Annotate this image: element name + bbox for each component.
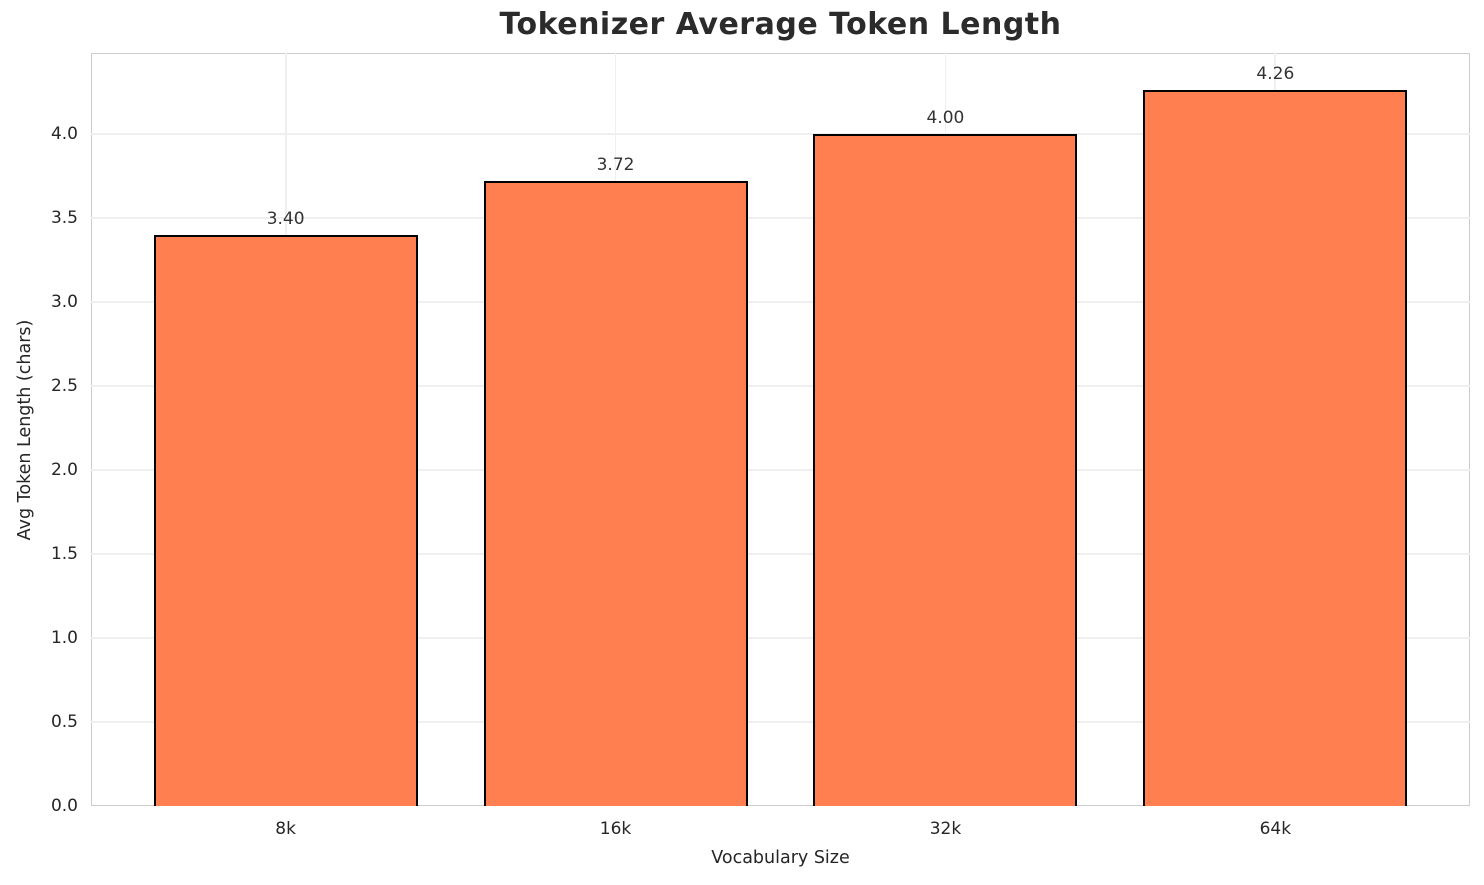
gridline-horizontal xyxy=(91,721,1470,723)
x-tick-label: 16k xyxy=(599,819,632,839)
y-tick-label: 2.0 xyxy=(50,459,78,480)
y-tick-label: 3.0 xyxy=(50,291,78,312)
x-tick-label: 32k xyxy=(929,819,962,839)
y-tick-label: 1.0 xyxy=(50,627,78,648)
bar xyxy=(153,234,418,806)
y-tick-label: 2.5 xyxy=(50,375,78,396)
bar xyxy=(813,133,1078,806)
bar-value-label: 3.40 xyxy=(266,208,305,229)
gridline-horizontal xyxy=(91,300,1470,303)
x-tick-label: 8k xyxy=(275,819,296,839)
bar xyxy=(1143,89,1408,806)
bar-value-label: 4.00 xyxy=(926,107,965,128)
gridline-horizontal xyxy=(91,637,1470,639)
y-tick-label: 4.0 xyxy=(50,123,78,144)
gridline-horizontal xyxy=(91,468,1470,471)
gridline-horizontal xyxy=(91,216,1470,219)
bar-value-label: 3.72 xyxy=(596,154,635,175)
bar-value-label: 4.26 xyxy=(1256,63,1295,84)
chart-title: Tokenizer Average Token Length xyxy=(499,7,1062,42)
y-tick-label: 3.5 xyxy=(50,207,78,228)
gridline-horizontal xyxy=(91,552,1470,555)
bar xyxy=(483,180,748,806)
y-tick-label: 0.5 xyxy=(50,711,78,732)
gridline-horizontal xyxy=(91,132,1470,135)
y-tick-label: 1.5 xyxy=(50,543,78,564)
y-axis-label-text: Avg Token Length (chars) xyxy=(15,319,35,541)
x-tick-label: 64k xyxy=(1259,819,1292,839)
x-axis-label: Vocabulary Size xyxy=(711,848,850,868)
y-tick-label: 0.0 xyxy=(50,796,78,816)
gridline-horizontal xyxy=(91,384,1470,387)
